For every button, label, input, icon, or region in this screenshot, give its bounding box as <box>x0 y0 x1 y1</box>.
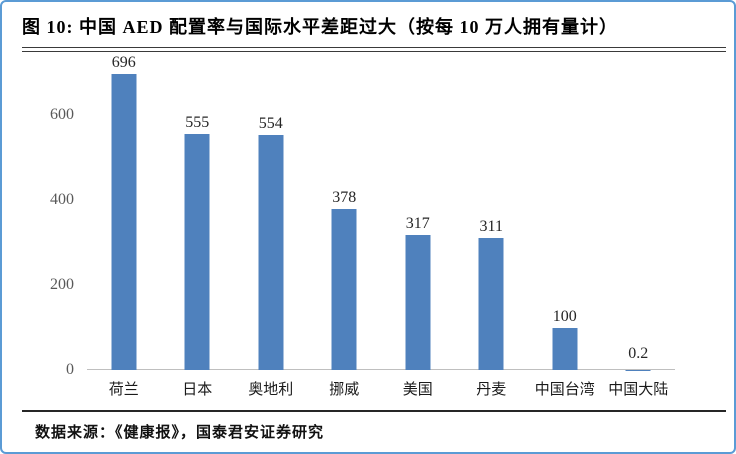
bar-value-label: 100 <box>552 307 577 325</box>
y-tick-label: 600 <box>50 106 74 123</box>
bar-value-label: 378 <box>332 189 357 207</box>
bar <box>184 134 210 370</box>
figure-title: 图 10: 中国 AED 配置率与国际水平差距过大（按每 10 万人拥有量计） <box>22 17 618 37</box>
x-tick-label: 中国台湾 <box>534 382 595 398</box>
x-tick-label: 奥地利 <box>248 382 294 398</box>
bar-slot: 555 日本 <box>161 64 235 398</box>
y-axis: 0 200 400 600 <box>28 64 74 378</box>
x-axis-line <box>87 369 675 370</box>
y-tick-label: 0 <box>66 361 74 378</box>
x-tick-label: 美国 <box>402 382 433 398</box>
x-tick-label: 中国大陆 <box>608 382 669 398</box>
bar <box>552 327 578 370</box>
bar <box>478 237 504 370</box>
plot-area: 696 荷兰 555 日本 554 奥地利 378 挪威 317 美国 311 丹麦 100 中国台湾 0.… <box>87 55 676 399</box>
bar-slot: 100 中国台湾 <box>528 64 602 398</box>
bar-slot: 696 荷兰 <box>87 55 161 398</box>
bar <box>331 209 357 370</box>
title-divider <box>22 47 726 52</box>
bar-value-label: 311 <box>479 217 503 235</box>
source-note: 数据来源：《健康报》，国泰君安证券研究 <box>35 425 325 441</box>
x-tick-label: 丹麦 <box>476 382 507 398</box>
bar-value-label: 554 <box>258 114 283 132</box>
bar-slot: 554 奥地利 <box>234 64 308 398</box>
bar-value-label: 696 <box>111 54 136 72</box>
bar <box>111 74 137 370</box>
bar <box>258 134 284 370</box>
bar <box>405 235 431 370</box>
bar-slot: 378 挪威 <box>308 64 382 398</box>
bar-slot: 317 美国 <box>381 64 455 398</box>
x-tick-label: 荷兰 <box>108 382 139 398</box>
y-tick-label: 200 <box>50 276 74 293</box>
y-tick-label: 400 <box>50 191 74 208</box>
footer-divider <box>22 410 726 412</box>
x-tick-label: 日本 <box>182 382 213 398</box>
bar-slot: 0.2 中国大陆 <box>602 64 676 399</box>
bar-value-label: 555 <box>185 114 210 132</box>
bar-slot: 311 丹麦 <box>455 64 529 398</box>
bar-value-label: 317 <box>405 215 430 233</box>
x-tick-label: 挪威 <box>329 382 360 398</box>
bar-value-label: 0.2 <box>628 345 649 362</box>
